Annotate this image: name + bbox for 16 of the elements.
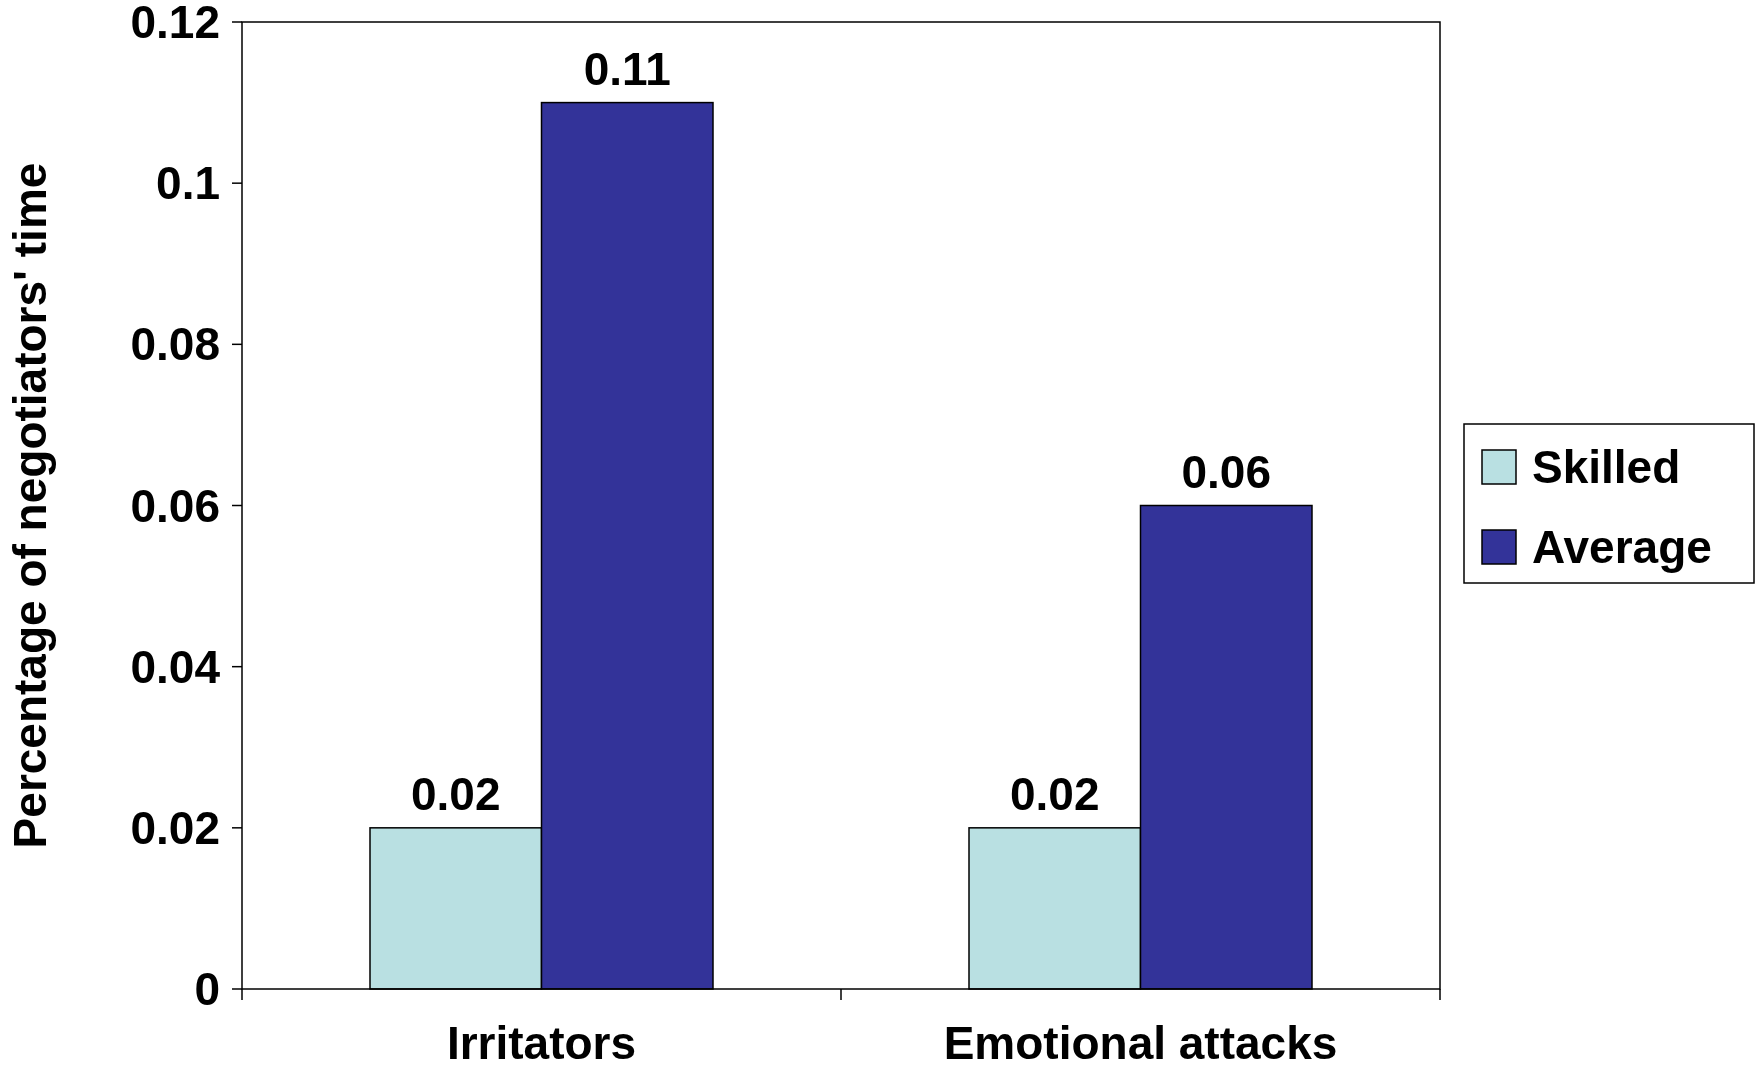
y-tick-label: 0.04 [130,640,221,693]
legend-label: Average [1532,521,1712,574]
y-axis-title: Percentage of negotiators' time [4,162,56,849]
y-tick-label: 0.1 [156,157,220,210]
y-tick-label: 0.12 [130,0,220,49]
y-tick-label: 0.08 [130,318,220,371]
x-tick-label: Irritators [446,1017,637,1069]
data-label: 0.02 [1009,767,1100,820]
y-tick-label: 0.02 [130,801,220,854]
y-tick-label: 0 [194,963,220,1016]
y-tick-label: 0.06 [130,479,220,532]
data-label: 0.02 [410,767,501,820]
x-tick-label: Emotional attacks [943,1017,1338,1069]
data-label: 0.11 [583,42,671,95]
data-label: 0.06 [1181,445,1272,498]
legend-label: Skilled [1532,441,1681,494]
